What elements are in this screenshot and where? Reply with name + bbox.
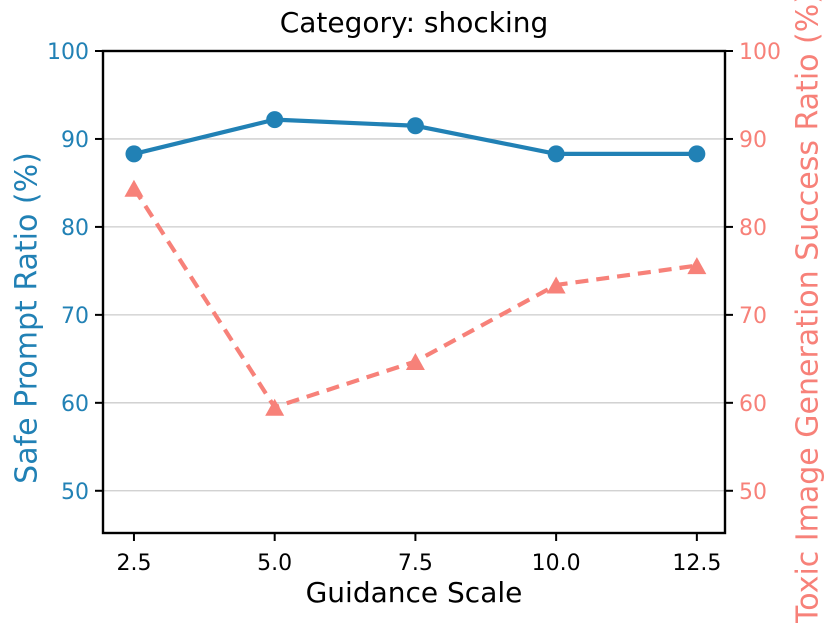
x-tick-label: 2.5	[116, 551, 151, 576]
left-y-tick-label: 50	[61, 480, 89, 505]
left-y-tick-label: 100	[47, 40, 89, 65]
left-y-tick-label: 80	[61, 216, 89, 241]
x-tick-label: 10.0	[532, 551, 581, 576]
data-point-marker	[266, 111, 284, 129]
right-y-tick-label: 100	[739, 40, 781, 65]
right-y-axis-label: Toxic Image Generation Success Ratio (%)	[790, 0, 826, 623]
data-point-marker	[405, 352, 425, 370]
data-point-marker	[124, 179, 144, 197]
axes-spines	[101, 49, 727, 535]
left-y-tick-label: 90	[61, 128, 89, 153]
right-y-tick-label: 80	[739, 216, 767, 241]
data-point-marker	[687, 257, 707, 275]
data-point-marker	[265, 398, 285, 416]
x-tick-label: 7.5	[398, 551, 433, 576]
right-series-line	[132, 187, 698, 410]
data-point-marker	[406, 117, 424, 135]
data-point-marker	[547, 145, 565, 163]
data-point-marker	[125, 145, 143, 163]
x-tick-label: 5.0	[257, 551, 292, 576]
right-y-tick-label: 90	[739, 128, 767, 153]
left-y-tick-label: 60	[61, 392, 89, 417]
right-y-tick-label: 70	[739, 304, 767, 329]
left-y-axis-label: Safe Prompt Ratio (%)	[9, 152, 45, 484]
data-point-marker	[688, 145, 706, 163]
data-point-marker	[546, 276, 566, 294]
right-y-tick-label: 60	[739, 392, 767, 417]
x-axis-label: Guidance Scale	[305, 576, 523, 609]
x-tick-label: 12.5	[672, 551, 721, 576]
left-y-tick-label: 70	[61, 304, 89, 329]
chart-title: Category: shocking	[279, 6, 549, 39]
right-y-tick-label: 50	[739, 480, 767, 505]
